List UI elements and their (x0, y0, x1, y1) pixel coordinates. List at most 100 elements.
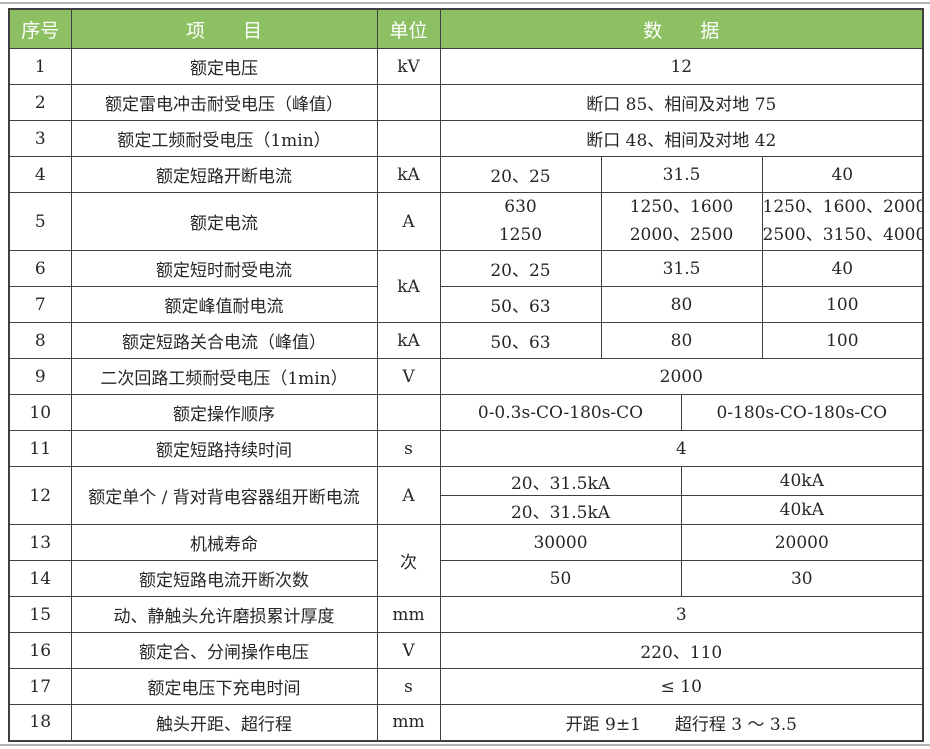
data-cell: 40 (761, 250, 924, 287)
no-cell: 15 (8, 596, 72, 633)
data-line: 1250 (498, 224, 543, 245)
data-cell: 1250、1600 2000、2500 (600, 192, 763, 251)
table-row: 2 额定雷电冲击耐受电压（峰值） 断口 85、相间及对地 75 (8, 84, 924, 121)
item-cell: 额定工频耐受电压（1min） (70, 120, 378, 157)
data-cell: 20、25 (439, 156, 602, 193)
no-cell: 5 (8, 192, 72, 251)
table-row: 16 额定合、分闸操作电压 V 220、110 (8, 632, 924, 669)
data-cell: 3 (439, 596, 924, 633)
data-cell: 100 (761, 322, 924, 359)
table-row: 8 额定短路关合电流（峰值） kA 50、63 80 100 (8, 322, 924, 359)
unit-cell: s (376, 430, 441, 467)
no-cell: 8 (8, 322, 72, 359)
unit-cell: kA (376, 156, 441, 193)
item-cell: 额定电压下充电时间 (70, 668, 378, 705)
unit-cell: kV (376, 48, 441, 85)
data-cell: 50 (439, 560, 682, 597)
table-row: 11 额定短路持续时间 s 4 (8, 430, 924, 467)
no-cell: 3 (8, 120, 72, 157)
no-cell: 6 (8, 250, 72, 287)
header-no: 序号 (8, 8, 72, 49)
unit-cell (376, 120, 441, 157)
item-cell: 额定峰值耐电流 (70, 286, 378, 323)
data-cell: 630 1250 (439, 192, 602, 251)
unit-cell: s (376, 668, 441, 705)
header-unit: 单位 (376, 8, 441, 49)
data-line: 2000、2500 (629, 224, 734, 245)
no-cell: 1 (8, 48, 72, 85)
data-cell: ≤ 10 (439, 668, 924, 705)
item-cell: 额定短路开断电流 (70, 156, 378, 193)
item-cell: 额定短时耐受电流 (70, 250, 378, 287)
table-row: 6 额定短时耐受电流 kA 20、25 31.5 40 (8, 250, 924, 323)
no-cell: 2 (8, 84, 72, 121)
no-cell: 12 (8, 466, 72, 525)
unit-cell: A (376, 192, 441, 251)
table-row: 14 额定短路电流开断次数 50 30 (8, 560, 924, 597)
no-cell: 13 (8, 524, 72, 561)
item-cell: 额定短路电流开断次数 (70, 560, 378, 597)
unit-cell: V (376, 632, 441, 669)
table-row: 10 额定操作顺序 0-0.3s-CO-180s-CO 0-180s-CO-18… (8, 394, 924, 431)
unit-cell: kA (376, 322, 441, 359)
item-cell: 额定雷电冲击耐受电压（峰值） (70, 84, 378, 121)
page-top-rule (0, 2, 930, 4)
data-cell: 50、63 (439, 322, 602, 359)
data-cell: 40kA (680, 495, 924, 525)
table-row: 15 动、静触头允许磨损累计厚度 mm 3 (8, 596, 924, 633)
no-cell: 4 (8, 156, 72, 193)
item-cell: 额定短路关合电流（峰值） (70, 322, 378, 359)
data-cell: 80 (600, 322, 763, 359)
data-line: 630 (504, 197, 537, 218)
table-row: 1 额定电压 kV 12 (8, 48, 924, 85)
table-row: 12 额定单个 / 背对背电容器组开断电流 A 20、31.5kA 40kA (8, 466, 924, 525)
data-cell: 0-0.3s-CO-180s-CO (439, 394, 682, 431)
unit-cell (376, 84, 441, 121)
data-cell: 开距 9±1 超行程 3 ～ 3.5 (439, 704, 924, 741)
header-item: 项 目 (70, 8, 378, 49)
table-row: 7 额定峰值耐电流 50、63 80 100 (8, 286, 924, 323)
item-cell: 额定电流 (70, 192, 378, 251)
table-row: 17 额定电压下充电时间 s ≤ 10 (8, 668, 924, 705)
data-cell: 20、31.5kA (439, 495, 682, 525)
table-row: 18 触头开距、超行程 mm 开距 9±1 超行程 3 ～ 3.5 (8, 704, 924, 741)
data-cell: 220、110 (439, 632, 924, 669)
data-cell: 31.5 (600, 250, 763, 287)
no-cell: 18 (8, 704, 72, 741)
item-cell: 额定合、分闸操作电压 (70, 632, 378, 669)
data-cell: 20、25 (439, 250, 602, 287)
unit-cell: V (376, 358, 441, 395)
unit-cell: mm (376, 596, 441, 633)
data-line: 1250、1600 (629, 197, 734, 218)
table-row: 9 二次回路工频耐受电压（1min） V 2000 (8, 358, 924, 395)
data-cell: 40kA (680, 466, 924, 496)
data-line: 2500、3150、4000 (762, 224, 924, 245)
data-cell: 100 (761, 286, 924, 323)
header-row: 序号 项 目 单位 数 据 (8, 8, 924, 49)
table-row: 5 额定电流 A 630 1250 1250、1600 2000、2500 12… (8, 192, 924, 251)
item-cell: 触头开距、超行程 (70, 704, 378, 741)
spec-table: 序号 项 目 单位 数 据 1 额定电压 kV 12 2 额定雷电冲击耐受电压（… (8, 8, 925, 742)
item-cell: 动、静触头允许磨损累计厚度 (70, 596, 378, 633)
data-cell: 12 (439, 48, 924, 85)
item-cell: 机械寿命 (70, 524, 378, 561)
header-data: 数 据 (439, 8, 924, 49)
data-cell: 1250、1600、2000 2500、3150、4000 (761, 192, 924, 251)
data-line: 1250、1600、2000 (762, 197, 924, 218)
no-cell: 16 (8, 632, 72, 669)
table-row: 3 额定工频耐受电压（1min） 断口 48、相间及对地 42 (8, 120, 924, 157)
data-cell: 断口 48、相间及对地 42 (439, 120, 924, 157)
item-cell: 额定短路持续时间 (70, 430, 378, 467)
no-cell: 9 (8, 358, 72, 395)
no-cell: 11 (8, 430, 72, 467)
unit-cell (376, 394, 441, 431)
page-bottom-rule (0, 744, 930, 746)
unit-cell: mm (376, 704, 441, 741)
data-cell: 31.5 (600, 156, 763, 193)
unit-cell: kA (376, 250, 441, 323)
data-cell: 0-180s-CO-180s-CO (680, 394, 924, 431)
item-cell: 额定操作顺序 (70, 394, 378, 431)
no-cell: 7 (8, 286, 72, 323)
no-cell: 10 (8, 394, 72, 431)
item-cell: 二次回路工频耐受电压（1min） (70, 358, 378, 395)
